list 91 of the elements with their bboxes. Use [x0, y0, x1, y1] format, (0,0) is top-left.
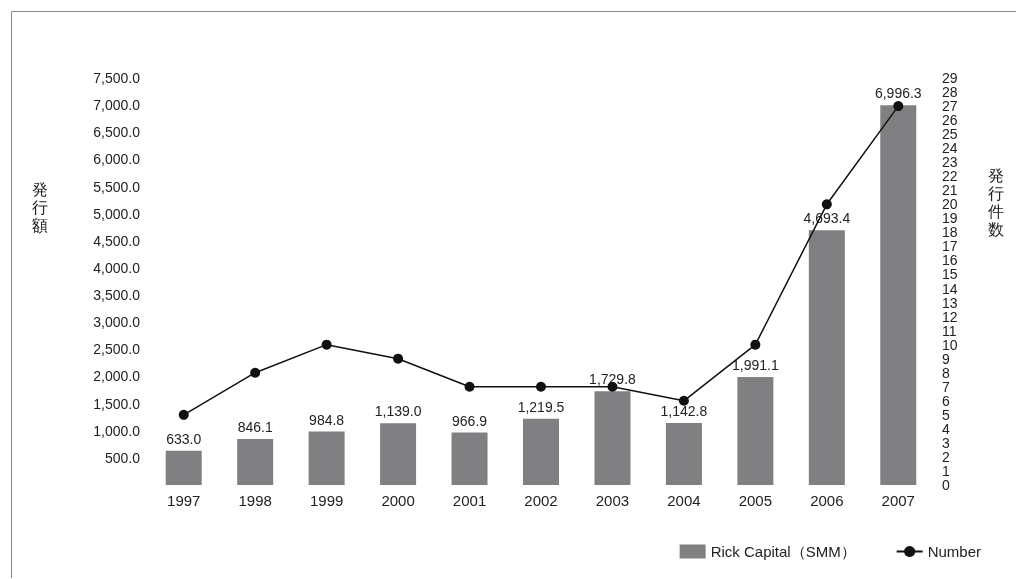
- x-tick-label: 1999: [309, 492, 344, 509]
- y-tick-label: 2,500.0: [93, 341, 141, 358]
- y-tick-label: 6,000.0: [93, 151, 141, 168]
- y-tick-label: 3,500.0: [93, 287, 141, 304]
- y-axis-title: 発行額: [32, 180, 48, 234]
- x-tick-label: 2004: [667, 492, 701, 509]
- y-tick-label: 7,500.0: [93, 70, 141, 86]
- x-tick-label: 2007: [881, 492, 915, 509]
- y-tick-label: 5,000.0: [93, 205, 141, 222]
- bar: [737, 376, 774, 485]
- y2-tick-label: 20: [942, 196, 958, 213]
- bar: [237, 439, 274, 485]
- y2-tick-label: 6: [942, 392, 950, 409]
- y-tick-label: 4,500.0: [93, 232, 141, 249]
- bar: [380, 423, 417, 485]
- y2-axis-title: 発行件数: [988, 166, 1004, 238]
- y2-tick-label: 19: [942, 210, 958, 227]
- y2-tick-label: 28: [942, 84, 958, 101]
- data-label: 846.1: [237, 419, 273, 436]
- point: [893, 101, 904, 112]
- bar: [880, 105, 917, 485]
- y2-tick-label: 2: [942, 448, 950, 465]
- y2-tick-label: 24: [942, 140, 958, 157]
- y2-tick-label: 29: [942, 70, 958, 86]
- bar: [594, 391, 631, 485]
- legend-label: Rick Capital（SMM）: [710, 543, 856, 560]
- data-label: 633.0: [166, 430, 202, 447]
- data-label: 1,142.8: [660, 402, 708, 419]
- y2-tick-label: 15: [942, 266, 958, 283]
- point: [678, 395, 689, 406]
- y2-tick-label: 9: [942, 350, 950, 367]
- y2-tick-label: 14: [942, 280, 958, 297]
- y2-tick-label: 22: [942, 168, 958, 185]
- x-tick-label: 2001: [452, 492, 487, 509]
- y2-tick-label: 25: [942, 126, 958, 143]
- x-tick-label: 1998: [238, 492, 272, 509]
- bar: [451, 432, 488, 485]
- point: [393, 353, 404, 364]
- point: [464, 381, 475, 392]
- bar: [523, 418, 559, 485]
- point: [178, 409, 189, 420]
- bar: [665, 422, 702, 485]
- y2-tick-label: 0: [942, 477, 950, 493]
- x-tick-label: 2005: [738, 492, 773, 509]
- data-label: 1,219.5: [517, 398, 565, 415]
- y-tick-label: 6,500.0: [93, 124, 141, 141]
- y-tick-label: 2,000.0: [93, 368, 141, 385]
- y2-tick-label: 8: [942, 364, 950, 381]
- y2-tick-label: 5: [942, 406, 950, 423]
- x-tick-label: 2003: [595, 492, 630, 509]
- y2-tick-label: 26: [942, 112, 958, 129]
- data-label: 6,996.3: [874, 85, 922, 102]
- point: [821, 199, 832, 210]
- point: [536, 381, 546, 392]
- x-tick-label: 2002: [524, 492, 558, 509]
- y2-tick-label: 17: [942, 238, 958, 255]
- point: [321, 339, 332, 350]
- x-tick-label: 2006: [810, 492, 844, 509]
- data-label: 1,729.8: [589, 371, 637, 388]
- data-label: 1,991.1: [732, 356, 779, 373]
- bar: [308, 431, 345, 485]
- bar: [808, 230, 845, 485]
- y-tick-label: 1,500.0: [93, 395, 141, 412]
- bar: [165, 450, 202, 485]
- y2-tick-label: 18: [942, 224, 958, 241]
- y2-tick-label: 13: [942, 294, 958, 311]
- y2-tick-label: 10: [942, 336, 958, 353]
- data-label: 984.8: [309, 411, 345, 428]
- y2-tick-label: 16: [942, 252, 958, 269]
- y2-tick-label: 21: [942, 182, 958, 199]
- data-label: 1,139.0: [374, 403, 422, 420]
- y2-tick-label: 11: [942, 322, 957, 339]
- y-tick-label: 1,000.0: [93, 422, 141, 439]
- legend-label: Number: [927, 543, 982, 560]
- point: [750, 339, 761, 350]
- y-tick-label: 3,000.0: [93, 314, 141, 331]
- data-label: 966.9: [452, 412, 488, 429]
- y-tick-label: 5,500.0: [93, 178, 141, 195]
- x-tick-label: 1997: [167, 492, 201, 509]
- y-tick-label: 7,000.0: [93, 97, 141, 114]
- y2-tick-label: 1: [942, 462, 950, 479]
- y2-tick-label: 23: [942, 154, 958, 171]
- y2-tick-label: 4: [942, 420, 950, 437]
- y2-tick-label: 27: [942, 98, 958, 115]
- x-tick-label: 2000: [381, 492, 415, 509]
- point: [250, 367, 261, 378]
- y-tick-label: 4,000.0: [93, 259, 141, 276]
- y2-tick-label: 3: [942, 434, 950, 451]
- y2-tick-label: 7: [942, 378, 950, 395]
- y-tick-label: 500.0: [104, 449, 141, 466]
- y2-tick-label: 12: [942, 308, 958, 325]
